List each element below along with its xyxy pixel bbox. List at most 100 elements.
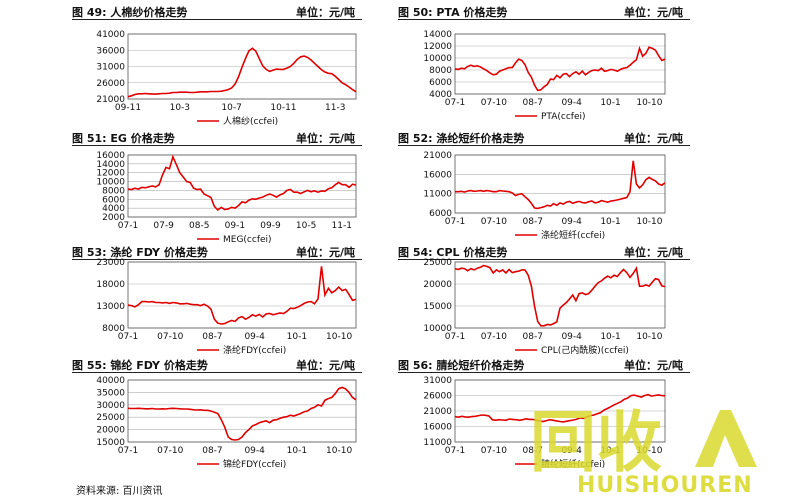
y-tick-label: 15000 bbox=[96, 438, 125, 448]
x-tick-label: 07-10 bbox=[481, 217, 507, 227]
legend-label: PTA(ccfei) bbox=[541, 112, 586, 122]
x-tick-label: 08-7 bbox=[523, 446, 543, 456]
y-tick-label: 16000 bbox=[96, 151, 125, 161]
y-tick-label: 6000 bbox=[102, 195, 125, 205]
x-tick-label: 07-10 bbox=[157, 332, 183, 342]
title-underline bbox=[398, 372, 690, 373]
y-tick-label: 26000 bbox=[423, 392, 452, 402]
series-line bbox=[454, 45, 666, 92]
x-tick-label: 09-4 bbox=[561, 446, 582, 456]
y-tick-label: 10000 bbox=[423, 324, 452, 334]
plot-frame bbox=[454, 379, 666, 443]
chart-title-53: 图 53: 涤纶 FDY 价格走势 bbox=[72, 246, 208, 259]
title-underline bbox=[72, 372, 362, 373]
y-tick-label: 23000 bbox=[96, 258, 125, 268]
y-tick-label: 4000 bbox=[429, 90, 452, 100]
x-tick-label: 08-7 bbox=[523, 98, 543, 108]
x-tick-label: 10-10 bbox=[636, 332, 662, 342]
x-tick-label: 07-1 bbox=[118, 221, 138, 231]
chart-title-49: 图 49: 人棉纱价格走势 bbox=[72, 6, 188, 19]
chart-title-51: 图 51: EG 价格走势 bbox=[72, 132, 175, 145]
title-underline bbox=[398, 259, 690, 260]
x-tick-label: 09-4 bbox=[244, 332, 265, 342]
x-tick-label: 09-9 bbox=[260, 221, 281, 231]
y-tick-label: 25000 bbox=[96, 413, 125, 423]
series-line bbox=[127, 386, 357, 441]
chart-unit-50: 单位：元/吨 bbox=[624, 6, 684, 19]
x-tick-label: 10-11 bbox=[270, 103, 296, 113]
y-tick-label: 11000 bbox=[423, 190, 452, 200]
chart-title-52: 图 52: 涤纶短纤价格走势 bbox=[398, 132, 525, 145]
chart-title-54: 图 54: CPL 价格走势 bbox=[398, 246, 508, 259]
y-tick-label: 14000 bbox=[423, 30, 452, 40]
x-tick-label: 10-1 bbox=[287, 446, 307, 456]
x-tick-label: 10-1 bbox=[600, 446, 620, 456]
x-tick-label: 09-11 bbox=[115, 103, 141, 113]
x-tick-label: 07-1 bbox=[118, 332, 138, 342]
y-tick-label: 20000 bbox=[423, 280, 452, 290]
y-tick-label: 26000 bbox=[96, 79, 125, 89]
y-tick-label: 6000 bbox=[429, 78, 452, 88]
x-tick-label: 09-4 bbox=[561, 332, 582, 342]
x-tick-label: 07-9 bbox=[153, 221, 174, 231]
title-underline bbox=[72, 259, 362, 260]
y-tick-label: 12000 bbox=[423, 42, 452, 52]
chart-unit-56: 单位：元/吨 bbox=[624, 359, 684, 372]
y-tick-label: 30000 bbox=[96, 401, 125, 411]
y-tick-label: 15000 bbox=[423, 302, 452, 312]
x-tick-label: 07-10 bbox=[157, 446, 183, 456]
series-line bbox=[127, 266, 357, 325]
y-tick-label: 13000 bbox=[96, 302, 125, 312]
y-tick-label: 6000 bbox=[429, 209, 452, 219]
x-tick-label: 11-1 bbox=[332, 221, 352, 231]
y-tick-label: 8000 bbox=[429, 66, 452, 76]
x-tick-label: 11-3 bbox=[325, 103, 345, 113]
legend-label: CPL(己内酰胺)(ccfei) bbox=[541, 344, 629, 356]
x-tick-label: 10-10 bbox=[326, 332, 352, 342]
y-tick-label: 16000 bbox=[423, 423, 452, 433]
x-tick-label: 09-4 bbox=[244, 446, 265, 456]
huishouren-watermark: 回收 HUISHOUREN bbox=[525, 395, 790, 498]
chart-unit-49: 单位：元/吨 bbox=[296, 6, 356, 19]
legend-label: 腈纶短纤(ccfei) bbox=[541, 458, 605, 470]
y-tick-label: 2000 bbox=[102, 213, 125, 223]
y-tick-label: 21000 bbox=[423, 151, 452, 161]
x-tick-label: 08-7 bbox=[202, 332, 222, 342]
y-tick-label: 36000 bbox=[96, 46, 125, 56]
x-tick-label: 10-10 bbox=[326, 446, 352, 456]
y-tick-label: 10000 bbox=[96, 178, 125, 188]
series-line bbox=[455, 160, 666, 210]
legend-label: 人棉纱(ccfei) bbox=[223, 115, 278, 127]
y-tick-label: 21000 bbox=[423, 407, 452, 417]
chart-unit-53: 单位：元/吨 bbox=[296, 246, 356, 259]
x-tick-label: 08-7 bbox=[523, 217, 543, 227]
y-tick-label: 4000 bbox=[102, 204, 125, 214]
x-tick-label: 07-10 bbox=[481, 332, 507, 342]
y-tick-label: 40000 bbox=[96, 376, 125, 386]
title-underline bbox=[72, 145, 362, 146]
y-tick-label: 25000 bbox=[423, 258, 452, 268]
y-tick-label: 8000 bbox=[102, 324, 125, 334]
y-tick-label: 10000 bbox=[423, 54, 452, 64]
x-tick-label: 09-4 bbox=[561, 98, 582, 108]
chart-title-55: 图 55: 锦纶 FDY 价格走势 bbox=[72, 359, 208, 372]
plot-frame bbox=[454, 261, 666, 329]
x-tick-label: 10-1 bbox=[600, 332, 620, 342]
y-tick-label: 12000 bbox=[96, 169, 125, 179]
x-tick-label: 10-10 bbox=[636, 446, 662, 456]
plot-frame bbox=[454, 154, 666, 214]
plot-frame bbox=[454, 33, 666, 95]
series-line bbox=[454, 393, 666, 423]
chart-title-56: 图 56: 腈纶短纤价格走势 bbox=[398, 359, 525, 372]
x-tick-label: 07-10 bbox=[481, 446, 507, 456]
x-tick-label: 10-3 bbox=[170, 103, 190, 113]
watermark-logo-glyphs: 回收 bbox=[530, 404, 662, 481]
legend-label: 锦纶FDY(ccfei) bbox=[223, 458, 286, 470]
source-note: 资料来源: 百川资讯 bbox=[76, 486, 163, 497]
leaf-icon bbox=[695, 410, 757, 467]
x-tick-label: 10-1 bbox=[600, 98, 620, 108]
y-tick-label: 20000 bbox=[96, 426, 125, 436]
x-tick-label: 07-1 bbox=[445, 98, 465, 108]
legend-label: 涤纶短纤(ccfei) bbox=[541, 229, 605, 241]
series-line bbox=[127, 154, 357, 211]
